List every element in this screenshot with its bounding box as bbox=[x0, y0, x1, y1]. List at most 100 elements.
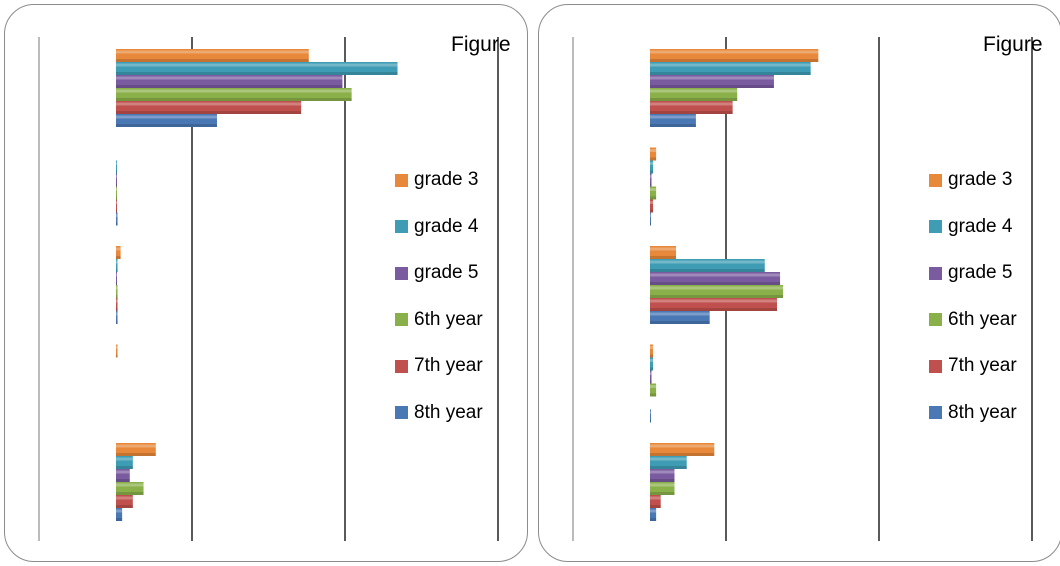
bar-6th-year bbox=[650, 186, 657, 200]
bar-highlight bbox=[650, 312, 710, 316]
bar-highlight bbox=[116, 312, 118, 316]
bar-shade bbox=[650, 222, 651, 226]
bar-7th-year bbox=[116, 298, 118, 311]
bar-shade bbox=[650, 295, 784, 298]
bar-highlight bbox=[116, 247, 121, 251]
bar-grade-5 bbox=[116, 173, 117, 187]
bar-highlight bbox=[116, 299, 118, 303]
bar-grade-5 bbox=[650, 469, 675, 482]
legend-swatch bbox=[929, 406, 942, 420]
legend-item: 8th year bbox=[395, 390, 483, 437]
bar-shade bbox=[650, 98, 738, 101]
bar-6th-year bbox=[116, 186, 117, 200]
bar-6th-year bbox=[116, 285, 118, 298]
bar-8th-year bbox=[650, 311, 710, 324]
legend-item: 7th year bbox=[929, 343, 1017, 390]
bar-shade bbox=[650, 354, 654, 358]
bar-grade-4 bbox=[650, 62, 811, 75]
bar-highlight bbox=[116, 63, 398, 67]
legend-label: 7th year bbox=[414, 355, 483, 377]
legend-swatch bbox=[395, 406, 408, 420]
bar-grade-3 bbox=[650, 246, 677, 259]
bar-grade-4 bbox=[116, 456, 133, 469]
bar-highlight bbox=[650, 149, 657, 152]
bar-highlight bbox=[650, 214, 651, 217]
bar-shade bbox=[116, 354, 118, 358]
bar-shade bbox=[116, 505, 133, 508]
chart-panel-left: Figure grade 3 grade 4 grade 5 6th year 7th … bbox=[4, 4, 528, 562]
bar-shade bbox=[650, 282, 781, 285]
bar-7th-year bbox=[116, 199, 117, 213]
bar-highlight bbox=[650, 372, 652, 375]
bar-7th-year bbox=[650, 495, 661, 508]
bar-highlight bbox=[116, 89, 352, 93]
bar-shade bbox=[116, 453, 156, 456]
bar-grade-5 bbox=[650, 173, 652, 187]
bar-shade bbox=[650, 419, 651, 423]
bar-shade bbox=[116, 183, 117, 187]
bar-shade bbox=[650, 157, 657, 161]
bar-6th-year bbox=[116, 88, 352, 101]
legend-item: grade 4 bbox=[395, 204, 483, 251]
bar-6th-year bbox=[650, 482, 675, 495]
legend-item: 6th year bbox=[395, 297, 483, 344]
bar-shade bbox=[116, 256, 121, 259]
legend-item: 7th year bbox=[395, 343, 483, 390]
bar-shade bbox=[116, 98, 352, 101]
chart-title: Figure bbox=[451, 33, 511, 56]
bar-highlight bbox=[650, 346, 654, 349]
bar-6th-year bbox=[116, 482, 144, 495]
legend-swatch bbox=[929, 173, 942, 187]
bar-highlight bbox=[116, 175, 117, 178]
bar-highlight bbox=[650, 115, 696, 119]
bar-shade bbox=[650, 111, 733, 114]
bar-shade bbox=[650, 308, 777, 311]
bar-highlight bbox=[650, 162, 654, 165]
legend-label: grade 4 bbox=[948, 215, 1013, 237]
legend-swatch bbox=[929, 220, 942, 234]
bar-7th-year bbox=[116, 101, 302, 114]
bar-shade bbox=[116, 295, 118, 298]
bar-highlight bbox=[650, 509, 657, 513]
bar-highlight bbox=[116, 444, 156, 448]
bar-grade-3 bbox=[650, 147, 657, 161]
bar-shade bbox=[116, 321, 118, 324]
bar-highlight bbox=[650, 496, 661, 500]
bar-highlight bbox=[116, 509, 123, 513]
bar-7th-year bbox=[650, 101, 733, 114]
bar-highlight bbox=[650, 411, 651, 414]
bar-highlight bbox=[650, 385, 657, 388]
bar-shade bbox=[650, 479, 675, 482]
bar-shade bbox=[116, 72, 398, 75]
bar-grade-3 bbox=[650, 443, 715, 456]
bar-highlight bbox=[650, 273, 781, 277]
bar-shade bbox=[116, 308, 118, 311]
bar-highlight bbox=[650, 201, 654, 204]
legend-label: grade 4 bbox=[414, 215, 479, 237]
bar-shade bbox=[650, 72, 811, 75]
bar-highlight bbox=[116, 470, 130, 474]
bar-highlight bbox=[650, 102, 733, 106]
bar-shade bbox=[650, 380, 652, 384]
bar-highlight bbox=[116, 76, 343, 80]
bar-grade-4 bbox=[116, 160, 117, 174]
bar-shade bbox=[116, 196, 117, 200]
bar-highlight bbox=[116, 457, 133, 461]
bar-highlight bbox=[116, 346, 118, 349]
bar-shade bbox=[116, 479, 130, 482]
bar-highlight bbox=[650, 470, 675, 474]
chart-plot-left bbox=[38, 37, 499, 541]
bar-highlight bbox=[650, 76, 774, 80]
bar-shade bbox=[116, 282, 117, 285]
bar-8th-year bbox=[650, 212, 651, 226]
bar-grade-3 bbox=[116, 246, 121, 259]
bar-grade-4 bbox=[650, 259, 765, 272]
bar-grade-4 bbox=[650, 357, 654, 371]
bar-shade bbox=[116, 518, 123, 521]
bar-7th-year bbox=[650, 199, 654, 213]
bar-shade bbox=[116, 59, 309, 62]
bar-grade-3 bbox=[116, 49, 309, 62]
bar-grade-5 bbox=[650, 75, 774, 88]
legend-swatch bbox=[395, 313, 408, 327]
bar-grade-4 bbox=[116, 62, 398, 75]
